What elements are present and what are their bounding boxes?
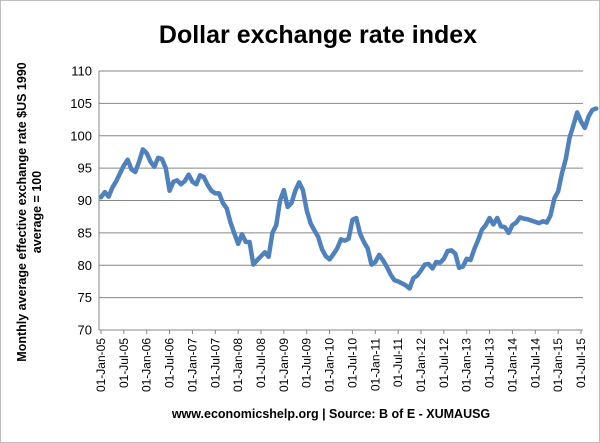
x-tick-label: 01-Jan-09 [277, 338, 291, 392]
x-tick-label: 01-Jul-12 [437, 338, 451, 388]
x-tick-label: 01-Jul-09 [300, 338, 314, 388]
y-tick-label: 105 [70, 96, 92, 111]
x-tick-label: 01-Jul-10 [345, 338, 359, 388]
x-tick-label: 01-Jul-05 [117, 338, 131, 388]
x-tick-label: 01-Jan-05 [94, 338, 108, 392]
x-tick-label-group: 01-Jul-12 [437, 338, 451, 388]
chart-title: Dollar exchange rate index [159, 21, 477, 49]
y-tick-label: 110 [71, 64, 92, 79]
x-tick-label-group: 01-Jan-07 [185, 338, 199, 392]
x-tick-label: 01-Jul-15 [574, 338, 588, 388]
x-tick-label: 01-Jan-13 [460, 338, 474, 392]
x-tick-label-group: 01-Jan-05 [94, 338, 108, 392]
y-tick-label: 80 [78, 258, 92, 273]
x-tick-label-group: 01-Jan-06 [140, 338, 154, 392]
gridlines [99, 70, 583, 299]
x-tick-label: 01-Jan-08 [231, 338, 245, 392]
x-tick-label-group: 01-Jan-13 [460, 338, 474, 392]
x-tick-label: 01-Jul-06 [163, 338, 177, 388]
x-tick-label-group: 01-Jan-09 [277, 338, 291, 392]
y-axis-label-line-2: average = 100 [30, 171, 44, 253]
y-tick-label: 70 [78, 323, 92, 338]
x-tick-label-group: 01-Jan-10 [323, 338, 337, 392]
x-tick-label: 01-Jan-10 [323, 338, 337, 392]
x-tick-label: 01-Jul-07 [208, 338, 222, 388]
x-tick-label-group: 01-Jan-11 [368, 338, 382, 391]
source-caption: www.economicshelp.org | Source: B of E -… [171, 407, 490, 421]
x-tick-label: 01-Jan-15 [551, 338, 565, 392]
x-tick-label: 01-Jul-13 [483, 338, 497, 388]
x-tick-label-group: 01-Jul-09 [300, 338, 314, 388]
x-tick-label-group: 01-Jan-14 [505, 338, 519, 392]
x-tick-label: 01-Jul-08 [254, 338, 268, 388]
x-tick-label: 01-Jan-07 [185, 338, 199, 392]
y-axis-label-line-1: Monthly average effective exchange rate … [15, 62, 29, 361]
y-axis-label-group: Monthly average effective exchange rate … [15, 62, 29, 361]
x-tick-label: 01-Jan-06 [140, 338, 154, 392]
y-tick-label: 100 [70, 128, 92, 143]
x-tick-label-group: 01-Jul-06 [163, 338, 177, 388]
y-tick-label: 85 [78, 225, 92, 240]
x-tick-label-group: 01-Jul-08 [254, 338, 268, 388]
x-tick-label-group: 01-Jul-07 [208, 338, 222, 388]
x-tick-label-group: 01-Jul-15 [574, 338, 588, 388]
y-tick-label: 90 [78, 193, 92, 208]
x-tick-label-group: 01-Jul-10 [345, 338, 359, 388]
x-tick-label: 01-Jan-11 [368, 338, 382, 391]
x-tick-label-group: 01-Jul-05 [117, 338, 131, 388]
x-tick-labels: 01-Jan-05 01-Jul-05 01-Jan-06 01-Jul-06 01-J… [94, 330, 588, 392]
x-tick-label-group: 01-Jan-12 [414, 338, 428, 392]
x-tick-label: 01-Jan-14 [505, 338, 519, 392]
x-tick-label: 01-Jul-11 [391, 338, 405, 387]
x-tick-label-group: 01-Jan-15 [551, 338, 565, 392]
x-tick-label: 01-Jul-14 [528, 338, 542, 388]
series [98, 106, 599, 291]
y-tick-labels: 70 75 80 85 90 95 100 105 110 [70, 64, 92, 338]
x-tick-label-group: 01-Jul-11 [391, 338, 405, 387]
x-tick-label: 01-Jan-12 [414, 338, 428, 392]
x-tick-label-group: 01-Jul-13 [483, 338, 497, 388]
y-axis-label-group-2: average = 100 [30, 171, 44, 253]
y-tick-label: 75 [78, 290, 92, 305]
x-tick-label-group: 01-Jan-08 [231, 338, 245, 392]
x-tick-label-group: 01-Jul-14 [528, 338, 542, 388]
y-tick-label: 95 [78, 161, 92, 176]
